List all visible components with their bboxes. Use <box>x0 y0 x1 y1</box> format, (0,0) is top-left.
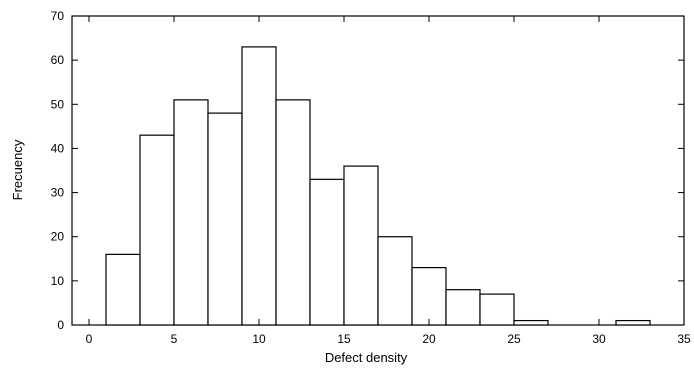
histogram-bar-12 <box>513 319 549 326</box>
histogram-bar-7 <box>343 165 379 326</box>
histogram-bar-13 <box>615 319 651 326</box>
x-axis-ticks: 0 5 10 15 20 25 30 35 <box>86 16 691 346</box>
histogram-bar-4 <box>241 46 277 326</box>
y-tick-label: 10 <box>51 274 65 288</box>
y-tick-label: 70 <box>51 9 65 23</box>
y-tick-label: 30 <box>51 186 65 200</box>
histogram-bar-6 <box>309 178 345 326</box>
y-tick-label: 20 <box>51 230 65 244</box>
histogram-bar-5 <box>275 99 311 326</box>
y-axis-ticks: 0 10 20 30 40 50 60 70 <box>51 9 684 332</box>
histogram-bar-9 <box>411 267 447 326</box>
x-tick-label: 5 <box>171 332 178 346</box>
y-axis-title: Frecuency <box>10 139 25 200</box>
histogram-bar-10 <box>445 289 481 326</box>
x-axis-title: Defect density <box>325 350 408 365</box>
histogram-bar-8 <box>377 236 413 326</box>
y-tick-label: 0 <box>57 318 64 332</box>
x-tick-label: 15 <box>337 332 351 346</box>
x-tick-label: 10 <box>252 332 266 346</box>
histogram-bar-3 <box>207 112 243 326</box>
bars-group <box>105 46 651 326</box>
y-tick-label: 40 <box>51 141 65 155</box>
x-tick-label: 0 <box>86 332 93 346</box>
x-tick-label: 30 <box>592 332 606 346</box>
y-tick-label: 60 <box>51 53 65 67</box>
histogram-bar-1 <box>139 134 175 326</box>
x-tick-label: 20 <box>422 332 436 346</box>
y-tick-label: 50 <box>51 97 65 111</box>
histogram-bar-11 <box>479 293 515 326</box>
x-tick-label: 35 <box>677 332 691 346</box>
histogram-bar-0 <box>105 253 141 326</box>
x-tick-label: 25 <box>507 332 521 346</box>
histogram-bar-2 <box>173 99 209 326</box>
